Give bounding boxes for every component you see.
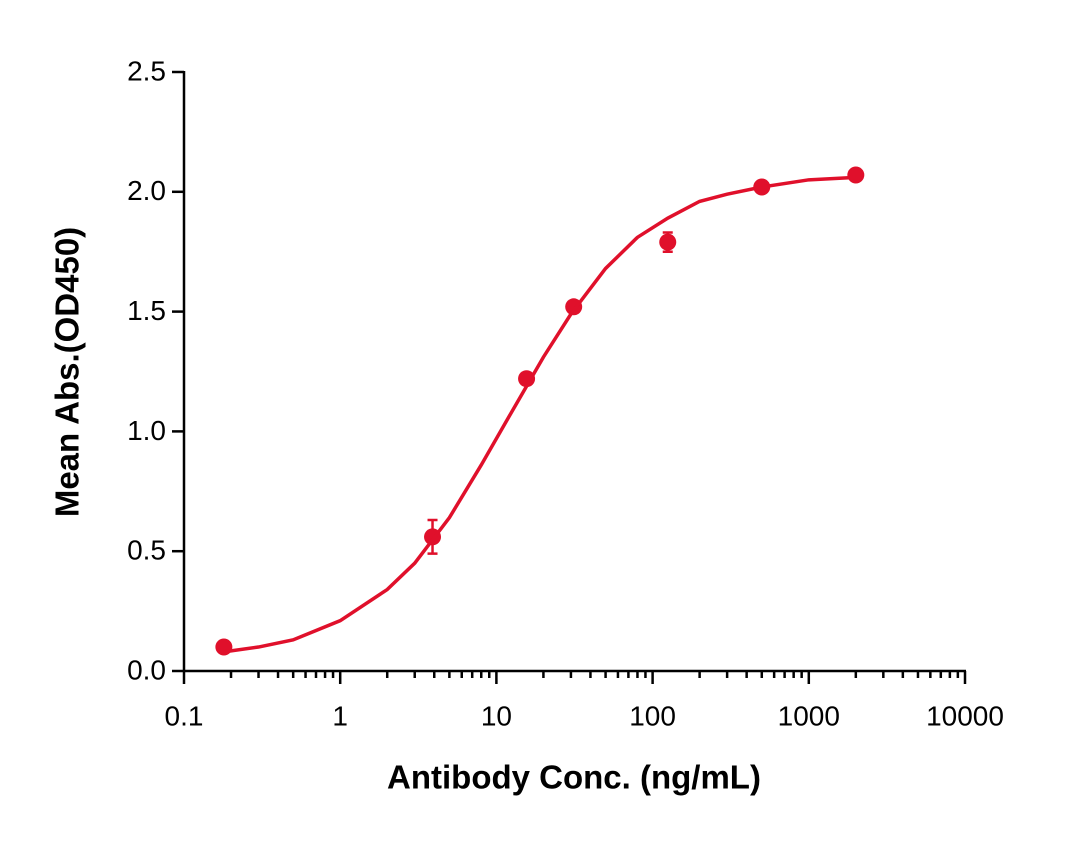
data-point bbox=[659, 233, 677, 251]
x-tick-label: 10000 bbox=[926, 700, 1004, 731]
x-tick-label: 1000 bbox=[778, 700, 840, 731]
y-axis-title: Mean Abs.(OD450) bbox=[49, 227, 86, 517]
x-tick-label: 1 bbox=[332, 700, 348, 731]
data-point bbox=[215, 638, 233, 656]
x-tick-label: 100 bbox=[629, 700, 676, 731]
x-tick-label: 10 bbox=[481, 700, 512, 731]
data-point bbox=[847, 166, 865, 184]
y-tick-label: 2.5 bbox=[127, 55, 166, 86]
y-tick-label: 1.0 bbox=[127, 415, 166, 446]
fit-curve bbox=[223, 175, 856, 654]
y-tick-label: 0.0 bbox=[127, 654, 166, 685]
data-point bbox=[518, 370, 536, 388]
y-tick-label: 0.5 bbox=[127, 535, 166, 566]
y-tick-label: 2.0 bbox=[127, 175, 166, 206]
x-tick-label: 0.1 bbox=[165, 700, 204, 731]
y-tick-label: 1.5 bbox=[127, 295, 166, 326]
x-axis-title: Antibody Conc. (ng/mL) bbox=[387, 759, 761, 796]
